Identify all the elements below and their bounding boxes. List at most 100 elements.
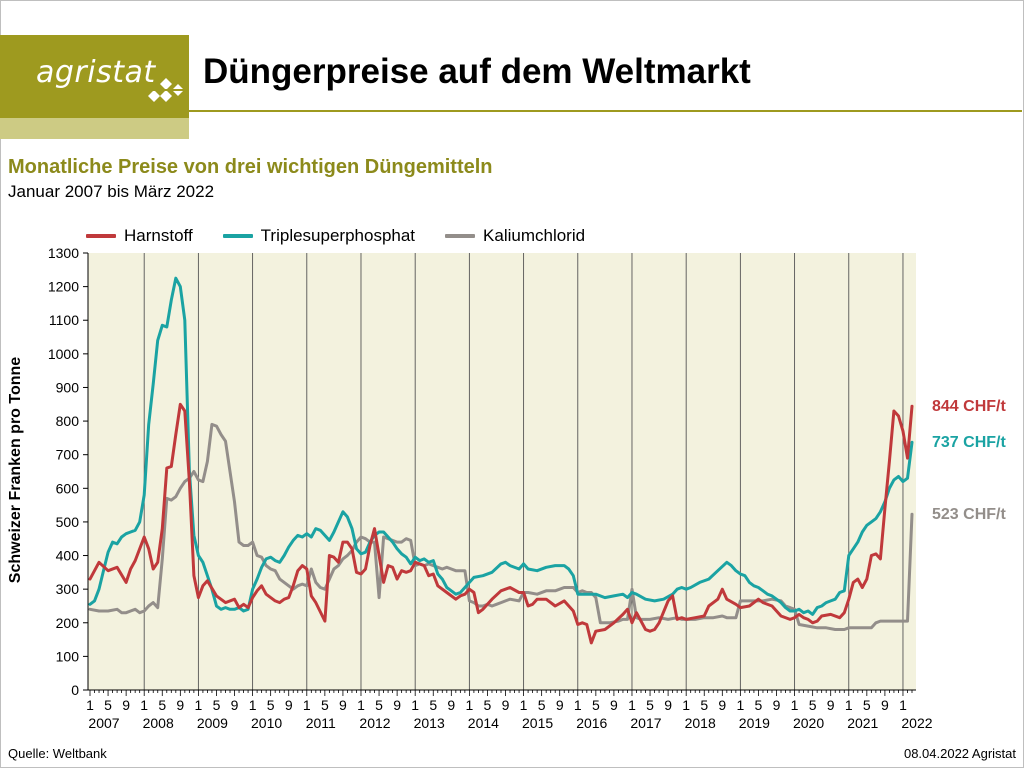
y-tick-label: 1000: [48, 346, 79, 362]
legend-swatch-kali: [445, 234, 476, 238]
x-year-label: 2022: [901, 715, 932, 731]
y-tick-label: 900: [56, 379, 80, 395]
x-tick-label: 9: [556, 697, 564, 713]
x-tick-label: 9: [827, 697, 835, 713]
publication-date: 08.04.2022 Agristat: [903, 746, 1016, 761]
x-year-label: 2018: [685, 715, 716, 731]
y-tick-label: 600: [56, 480, 80, 496]
x-tick-label: 1: [628, 697, 636, 713]
x-year-label: 2020: [793, 715, 824, 731]
x-year-label: 2011: [306, 715, 336, 731]
x-tick-label: 5: [484, 697, 492, 713]
x-year-label: 2012: [359, 715, 390, 731]
y-tick-label: 200: [56, 615, 80, 631]
x-tick-label: 5: [321, 697, 329, 713]
source-note: Quelle: Weltbank: [8, 746, 107, 761]
end-label-tsp: 737 CHF/t: [932, 434, 1006, 451]
x-year-label: 2007: [88, 715, 119, 731]
x-year-label: 2008: [143, 715, 174, 731]
series-line-kali: [88, 422, 914, 631]
title-underline: [189, 110, 1022, 112]
x-year-label: 2014: [468, 715, 499, 731]
x-tick-label: 5: [863, 697, 871, 713]
y-tick-label: 500: [56, 514, 80, 530]
x-year-label: 2019: [739, 715, 770, 731]
page-title: Düngerpreise auf dem Weltmarkt: [203, 52, 751, 91]
chart-legend: Harnstoff Triplesuperphosphat Kaliumchlo…: [86, 226, 615, 246]
x-tick-label: 5: [158, 697, 166, 713]
x-tick-label: 5: [538, 697, 546, 713]
x-year-label: 2013: [414, 715, 445, 731]
x-tick-label: 5: [700, 697, 708, 713]
y-tick-label: 0: [71, 682, 79, 698]
x-tick-label: 5: [104, 697, 112, 713]
y-tick-label: 1300: [48, 245, 79, 261]
legend-item-kali: Kaliumchlorid: [445, 226, 585, 246]
x-tick-label: 5: [755, 697, 763, 713]
x-tick-label: 1: [845, 697, 853, 713]
legend-swatch-harnstoff: [86, 234, 116, 238]
series-line-harnstoff: [88, 402, 914, 645]
x-tick-label: 9: [610, 697, 618, 713]
y-tick-label: 400: [56, 548, 80, 564]
y-tick-label: 1100: [49, 312, 79, 328]
x-tick-label: 1: [899, 697, 907, 713]
x-tick-label: 1: [736, 697, 744, 713]
x-tick-label: 9: [664, 697, 672, 713]
x-tick-label: 1: [465, 697, 473, 713]
legend-item-tsp: Triplesuperphosphat: [222, 226, 416, 246]
x-tick-label: 1: [303, 697, 311, 713]
logo-text: agristat: [36, 55, 156, 90]
end-label-kali: 523 CHF/t: [932, 506, 1006, 523]
x-year-label: 2021: [847, 715, 878, 731]
legend-item-harnstoff: Harnstoff: [86, 226, 193, 246]
logo-mark-icon: [142, 78, 184, 102]
x-tick-label: 1: [411, 697, 419, 713]
y-tick-label: 100: [56, 648, 80, 664]
legend-label-kali: Kaliumchlorid: [483, 226, 586, 245]
x-tick-label: 5: [592, 697, 600, 713]
x-tick-label: 1: [520, 697, 528, 713]
x-tick-label: 9: [881, 697, 889, 713]
x-tick-label: 5: [809, 697, 817, 713]
x-tick-label: 1: [682, 697, 690, 713]
x-tick-label: 5: [267, 697, 275, 713]
chart-subtitle: Monatliche Preise von drei wichtigen Dün…: [8, 156, 493, 178]
x-tick-label: 9: [718, 697, 726, 713]
x-year-label: 2015: [522, 715, 553, 731]
x-tick-label: 5: [429, 697, 437, 713]
x-tick-label: 1: [791, 697, 799, 713]
x-tick-label: 1: [194, 697, 202, 713]
x-tick-label: 9: [339, 697, 347, 713]
x-tick-label: 9: [393, 697, 401, 713]
x-tick-label: 9: [773, 697, 781, 713]
x-tick-label: 9: [231, 697, 239, 713]
logo-panel-strip: [0, 118, 189, 139]
y-tick-label: 700: [56, 447, 80, 463]
y-tick-label: 800: [56, 413, 80, 429]
plot-area: [88, 253, 916, 690]
x-tick-label: 1: [357, 697, 365, 713]
x-year-label: 2016: [576, 715, 607, 731]
x-year-label: 2017: [630, 715, 661, 731]
y-tick-label: 300: [56, 581, 80, 597]
x-year-label: 2010: [251, 715, 282, 731]
x-tick-label: 9: [176, 697, 184, 713]
x-year-label: 2009: [197, 715, 228, 731]
x-tick-label: 9: [285, 697, 293, 713]
x-tick-label: 5: [375, 697, 383, 713]
x-tick-label: 9: [502, 697, 510, 713]
x-tick-label: 9: [447, 697, 455, 713]
legend-swatch-tsp: [222, 234, 253, 238]
end-label-harnstoff: 844 CHF/t: [932, 398, 1006, 415]
x-tick-label: 1: [140, 697, 148, 713]
x-tick-label: 5: [646, 697, 654, 713]
x-tick-label: 1: [574, 697, 582, 713]
legend-label-harnstoff: Harnstoff: [124, 226, 193, 245]
x-tick-label: 5: [213, 697, 221, 713]
x-tick-label: 1: [249, 697, 257, 713]
legend-label-tsp: Triplesuperphosphat: [260, 226, 416, 245]
y-tick-label: 1200: [48, 279, 79, 295]
chart-period: Januar 2007 bis März 2022: [8, 182, 215, 201]
